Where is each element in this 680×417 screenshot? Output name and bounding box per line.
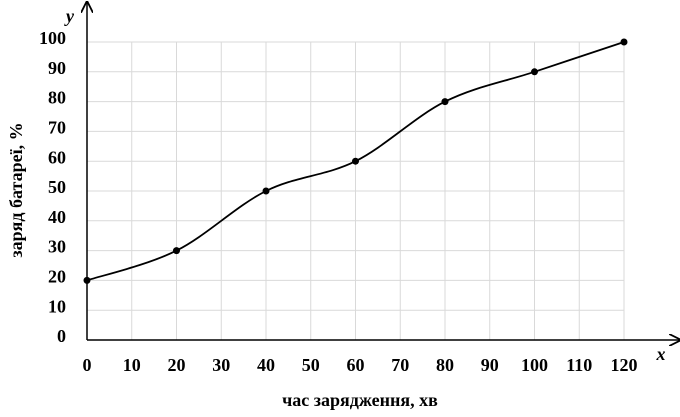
x-tick-label: 20 — [168, 355, 186, 375]
y-tick-label: 10 — [48, 296, 66, 316]
y-tick-label: 40 — [48, 207, 66, 227]
point — [531, 68, 538, 76]
x-tick-label: 30 — [212, 355, 230, 375]
point — [620, 38, 628, 46]
y-tick-label: 20 — [48, 267, 66, 287]
y-tick-label: 100 — [39, 28, 66, 48]
y-axis-title: заряд батареї, % — [6, 122, 26, 257]
grid — [86, 41, 625, 341]
y-tick-label: 30 — [48, 237, 66, 257]
x-tick-label: 40 — [257, 355, 275, 375]
point — [83, 276, 91, 284]
x-tick-label: 70 — [391, 355, 409, 375]
x-tick-label: 0 — [83, 355, 92, 375]
x-axis-title: час зарядження, хв — [282, 390, 438, 410]
x-tick-label: 10 — [123, 355, 141, 375]
x-axis-letter: x — [656, 344, 666, 364]
x-tick-label: 80 — [436, 355, 454, 375]
x-tick-label: 60 — [347, 355, 365, 375]
x-tick-label: 100 — [521, 355, 548, 375]
y-axis-letter: y — [64, 6, 75, 26]
x-tick-label: 110 — [566, 355, 592, 375]
y-tick-label: 50 — [48, 177, 66, 197]
y-tick-label: 60 — [48, 147, 66, 167]
x-tick-label: 120 — [611, 355, 638, 375]
y-tick-label: 70 — [48, 118, 66, 138]
y-tick-label: 0 — [57, 326, 66, 346]
point — [173, 247, 180, 255]
x-tick-label: 50 — [302, 355, 320, 375]
y-tick-label: 80 — [48, 88, 66, 108]
point — [262, 187, 270, 195]
x-tick-label: 90 — [481, 355, 499, 375]
point — [441, 98, 449, 106]
point — [352, 157, 359, 165]
y-tick-label: 90 — [48, 58, 66, 78]
